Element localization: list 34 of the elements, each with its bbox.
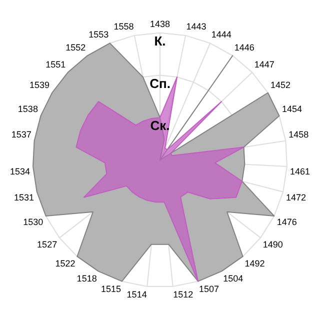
spoke-label: 1522 [55, 258, 76, 269]
spoke-label: 1444 [211, 29, 232, 40]
y-tick-label: К. [154, 33, 166, 48]
spoke-label: 1553 [88, 29, 109, 40]
spoke-label: 1476 [276, 217, 297, 228]
spoke-label: 1514 [126, 289, 147, 300]
spoke-label: 1490 [262, 240, 283, 250]
spoke-label: 1461 [290, 166, 310, 176]
spoke-label: 1492 [244, 258, 265, 269]
spoke-label: 1534 [10, 166, 30, 176]
spoke-label: 1539 [30, 80, 50, 90]
spoke-label: 1447 [254, 59, 274, 70]
spoke-label: 1438 [150, 18, 170, 29]
spoke-label: 1507 [198, 284, 219, 294]
spoke-label: 1551 [46, 59, 66, 70]
spoke-label: 1552 [66, 42, 86, 52]
spoke-label: 1446 [234, 42, 254, 52]
spoke-label: 1538 [18, 104, 38, 114]
spoke-label: 1558 [114, 22, 134, 32]
spoke-label: 1518 [76, 274, 97, 284]
spoke-label: 1472 [286, 192, 306, 203]
spoke-label: 1458 [288, 129, 309, 140]
spoke-label: 1443 [186, 22, 206, 32]
y-tick-label: Сп. [150, 76, 170, 91]
spoke-label: 1452 [270, 80, 290, 90]
spoke-label: 1531 [14, 192, 34, 203]
spoke-label: 1530 [23, 217, 44, 228]
spoke-label: 1504 [223, 274, 244, 284]
spoke-label: 1512 [173, 289, 194, 300]
spoke-label: 1537 [11, 129, 32, 140]
spoke-label: 1454 [282, 104, 302, 114]
spoke-label: 1527 [37, 240, 58, 250]
y-tick-label: Ск. [150, 118, 170, 134]
spoke-label: 1515 [101, 284, 122, 294]
